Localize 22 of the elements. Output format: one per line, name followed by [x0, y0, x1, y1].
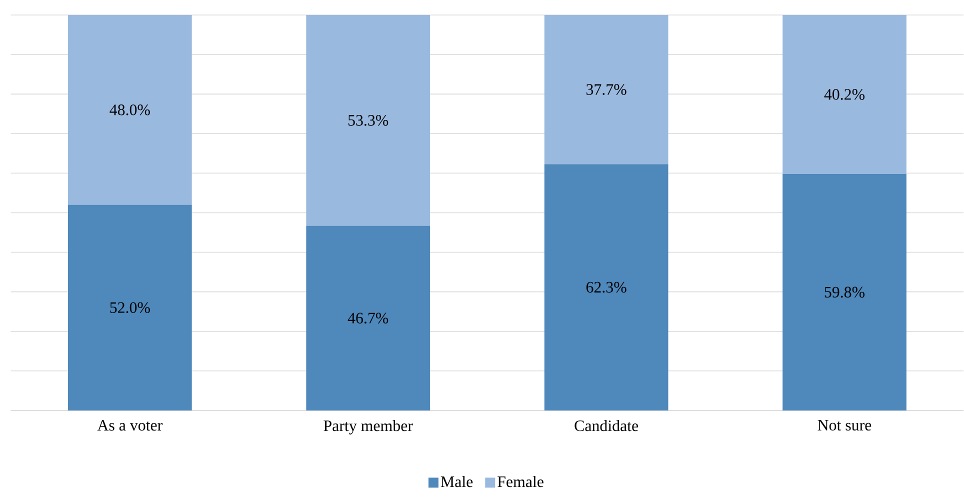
data-label: 46.7%	[348, 312, 388, 324]
data-label: 37.7%	[586, 84, 626, 95]
x-tick-label: Party member	[324, 420, 413, 434]
data-label: 48.0%	[110, 104, 150, 116]
data-label: 52.0%	[110, 302, 150, 313]
data-label: 59.8%	[824, 286, 865, 298]
bar	[544, 164, 668, 410]
legend-label: Male	[440, 476, 473, 487]
x-tick-label: As a voter	[97, 420, 162, 430]
data-label: 40.2%	[824, 88, 865, 100]
data-label: 62.3%	[586, 282, 626, 292]
bar	[68, 14, 192, 205]
x-tick-label: Candidate	[574, 420, 638, 431]
bar	[68, 204, 192, 410]
bar	[306, 14, 430, 226]
legend-label: Female	[498, 476, 544, 487]
data-label: 53.3%	[348, 114, 388, 126]
x-tick-label: Not sure	[818, 420, 872, 430]
bar	[782, 174, 906, 410]
bar	[782, 14, 906, 174]
bar	[544, 14, 668, 164]
bar	[306, 226, 430, 410]
